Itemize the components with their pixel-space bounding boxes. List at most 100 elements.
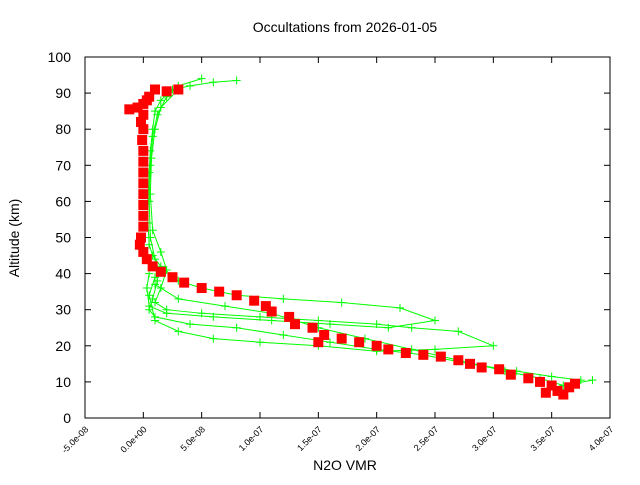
red-square-point [161, 86, 172, 97]
green-plus-point [256, 312, 264, 321]
y-tick-label: 80 [55, 121, 71, 137]
red-square-point [134, 239, 145, 250]
green-plus-point [279, 294, 288, 303]
green-plus-point [372, 320, 381, 329]
red-square-point [138, 156, 149, 167]
green-plus-point [547, 372, 556, 381]
red-square-point [150, 84, 160, 95]
green-plus-point [221, 302, 229, 311]
green-plus-point [151, 125, 159, 134]
green-plus-point [396, 303, 404, 312]
green-profile-line [146, 79, 436, 329]
red-square-point [249, 295, 260, 306]
red-square-point [453, 355, 464, 366]
chart-title: Occultations from 2026-01-05 [253, 19, 438, 35]
red-square-point [313, 337, 324, 348]
red-square-point [138, 178, 149, 189]
green-plus-point [326, 338, 334, 347]
red-square-point [124, 104, 135, 115]
red-square-point [564, 382, 575, 393]
green-plus-point [147, 154, 156, 163]
green-plus-point [407, 323, 416, 332]
red-square-point [266, 306, 277, 317]
x-tick-label: 4.0e-07 [587, 424, 616, 453]
red-square-point [371, 340, 382, 351]
red-square-point [138, 189, 149, 200]
green-plus-point [156, 96, 165, 105]
green-plus-point [197, 74, 206, 83]
green-plus-point [197, 309, 206, 318]
y-tick-label: 0 [63, 410, 71, 426]
green-plus-point [153, 110, 162, 119]
red-square-point [540, 387, 551, 398]
red-square-point [231, 290, 242, 301]
red-square-point [260, 301, 271, 312]
green-plus-point [145, 305, 154, 314]
red-square-point [141, 254, 152, 265]
green-profile-line [154, 284, 593, 387]
green-plus-point [156, 103, 165, 112]
red-square-point [336, 333, 347, 344]
green-plus-point [151, 316, 159, 325]
green-plus-point [151, 298, 159, 307]
y-tick-label: 30 [55, 302, 71, 318]
red-square-point [136, 232, 146, 243]
red-square-point [383, 344, 394, 355]
x-tick-label: 3.0e-07 [470, 424, 499, 453]
green-plus-point [145, 291, 154, 300]
green-plus-point [174, 327, 183, 336]
y-tick-label: 60 [55, 193, 71, 209]
green-plus-point [146, 233, 155, 242]
green-plus-point [148, 132, 157, 141]
red-square-point [196, 283, 207, 294]
red-square-point [465, 358, 475, 369]
red-square-point [138, 167, 149, 178]
green-plus-point [279, 330, 288, 339]
x-tick-label: 3.5e-07 [528, 424, 557, 453]
red-square-point [546, 380, 557, 391]
y-axis-label: Altitude (km) [6, 199, 22, 278]
green-plus-point [232, 323, 241, 332]
green-plus-point [156, 247, 165, 256]
y-tick-label: 90 [55, 85, 71, 101]
green-plus-point [151, 273, 159, 282]
red-square-point [138, 145, 149, 156]
red-square-point [179, 277, 190, 288]
red-square-point [400, 348, 411, 359]
green-plus-point [314, 316, 323, 325]
y-tick-label: 50 [55, 230, 71, 246]
green-plus-point [162, 305, 171, 314]
green-plus-point [489, 341, 498, 350]
green-plus-point [431, 316, 439, 325]
red-square-point [418, 349, 429, 360]
red-square-point [290, 319, 300, 330]
red-square-point [570, 378, 580, 389]
x-tick-label: -5.0e-08 [60, 424, 91, 455]
y-tick-label: 10 [55, 374, 71, 390]
red-square-point [535, 376, 545, 387]
red-square-point [137, 135, 148, 146]
red-square-point [147, 261, 158, 272]
y-tick-label: 70 [55, 157, 71, 173]
red-square-point [136, 116, 146, 127]
y-tick-label: 40 [55, 266, 71, 282]
y-tick-label: 20 [55, 338, 71, 354]
red-square-point [214, 286, 225, 297]
x-tick-label: 1.0e-07 [237, 424, 266, 453]
x-tick-label: 2.0e-07 [353, 424, 382, 453]
red-square-point [138, 109, 149, 120]
red-square-point [138, 221, 149, 232]
red-square-point [558, 389, 569, 400]
red-square-point [307, 322, 318, 333]
green-plus-point [142, 284, 151, 293]
green-plus-point [151, 280, 159, 289]
x-tick-label: 1.5e-07 [295, 424, 324, 453]
red-square-point [284, 311, 295, 322]
x-tick-label: 2.5e-07 [412, 424, 441, 453]
red-square-point [505, 369, 516, 380]
red-square-point [523, 373, 534, 384]
green-plus-point [454, 327, 463, 336]
green-plus-point [186, 81, 194, 90]
red-square-point [494, 364, 505, 375]
